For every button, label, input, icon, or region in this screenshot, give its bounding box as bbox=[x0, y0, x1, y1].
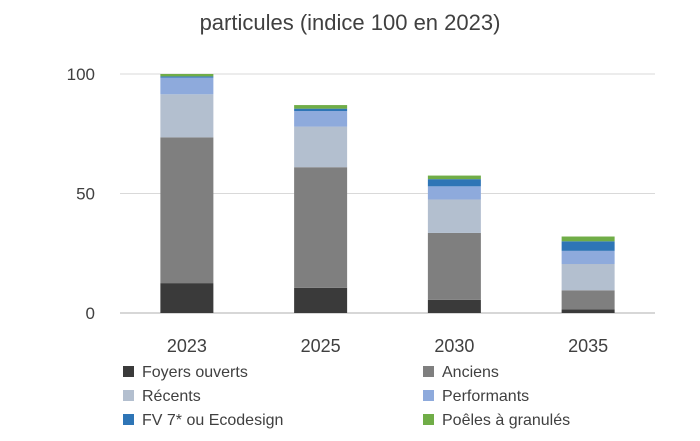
legend-label: Récents bbox=[142, 388, 201, 405]
bar-segment bbox=[427, 186, 481, 200]
bar-segment bbox=[427, 175, 481, 180]
legend-label: Anciens bbox=[442, 364, 499, 381]
bar-segment bbox=[561, 290, 615, 310]
legend-item: Performants bbox=[423, 388, 529, 406]
y-tick-label: 100 bbox=[67, 65, 95, 84]
legend-label: FV 7* ou Ecodesign bbox=[142, 412, 284, 429]
bar-segment bbox=[561, 309, 615, 313]
bar-segment bbox=[294, 111, 348, 127]
y-tick-label: 50 bbox=[76, 185, 95, 204]
bar-segment bbox=[427, 179, 481, 187]
bar-segment bbox=[561, 236, 615, 242]
bar-segment bbox=[294, 108, 348, 112]
x-tick-label: 2030 bbox=[434, 336, 474, 356]
legend-item: Foyers ouverts bbox=[123, 364, 248, 382]
bar-segment bbox=[427, 299, 481, 313]
bar-segment bbox=[561, 264, 615, 291]
legend-swatch bbox=[123, 366, 134, 377]
legend-swatch bbox=[423, 366, 434, 377]
y-tick-label: 0 bbox=[86, 304, 95, 323]
legend-swatch bbox=[123, 390, 134, 401]
bar-segment bbox=[294, 287, 348, 313]
legend-label: Performants bbox=[442, 388, 530, 405]
bar-segment bbox=[294, 167, 348, 288]
bar-segment bbox=[160, 74, 214, 77]
bar-segment bbox=[294, 126, 348, 168]
bar-segment bbox=[427, 232, 481, 300]
legend-label: Foyers ouverts bbox=[142, 364, 248, 381]
legend-swatch bbox=[123, 414, 134, 425]
bar-segment bbox=[160, 94, 214, 138]
bar-segment bbox=[160, 283, 214, 313]
bar-segment bbox=[427, 199, 481, 233]
legend-item: FV 7* ou Ecodesign bbox=[123, 412, 283, 430]
bar-segment bbox=[561, 241, 615, 251]
x-tick-label: 2035 bbox=[568, 336, 608, 356]
legend-item: Poêles à granulés bbox=[423, 412, 570, 430]
bar-segment bbox=[160, 76, 214, 78]
x-tick-label: 2023 bbox=[167, 336, 207, 356]
chart-title: particules (indice 100 en 2023) bbox=[199, 10, 501, 35]
legend-swatch bbox=[423, 390, 434, 401]
bar-segment bbox=[160, 77, 214, 95]
legend-item: Anciens bbox=[423, 364, 499, 382]
bar-segment bbox=[160, 137, 214, 284]
legend-item: Récents bbox=[123, 388, 201, 406]
bar-segment bbox=[294, 105, 348, 109]
bar-segment bbox=[561, 250, 615, 265]
legend-label: Poêles à granulés bbox=[442, 412, 571, 429]
x-tick-label: 2025 bbox=[301, 336, 341, 356]
legend-swatch bbox=[423, 414, 434, 425]
